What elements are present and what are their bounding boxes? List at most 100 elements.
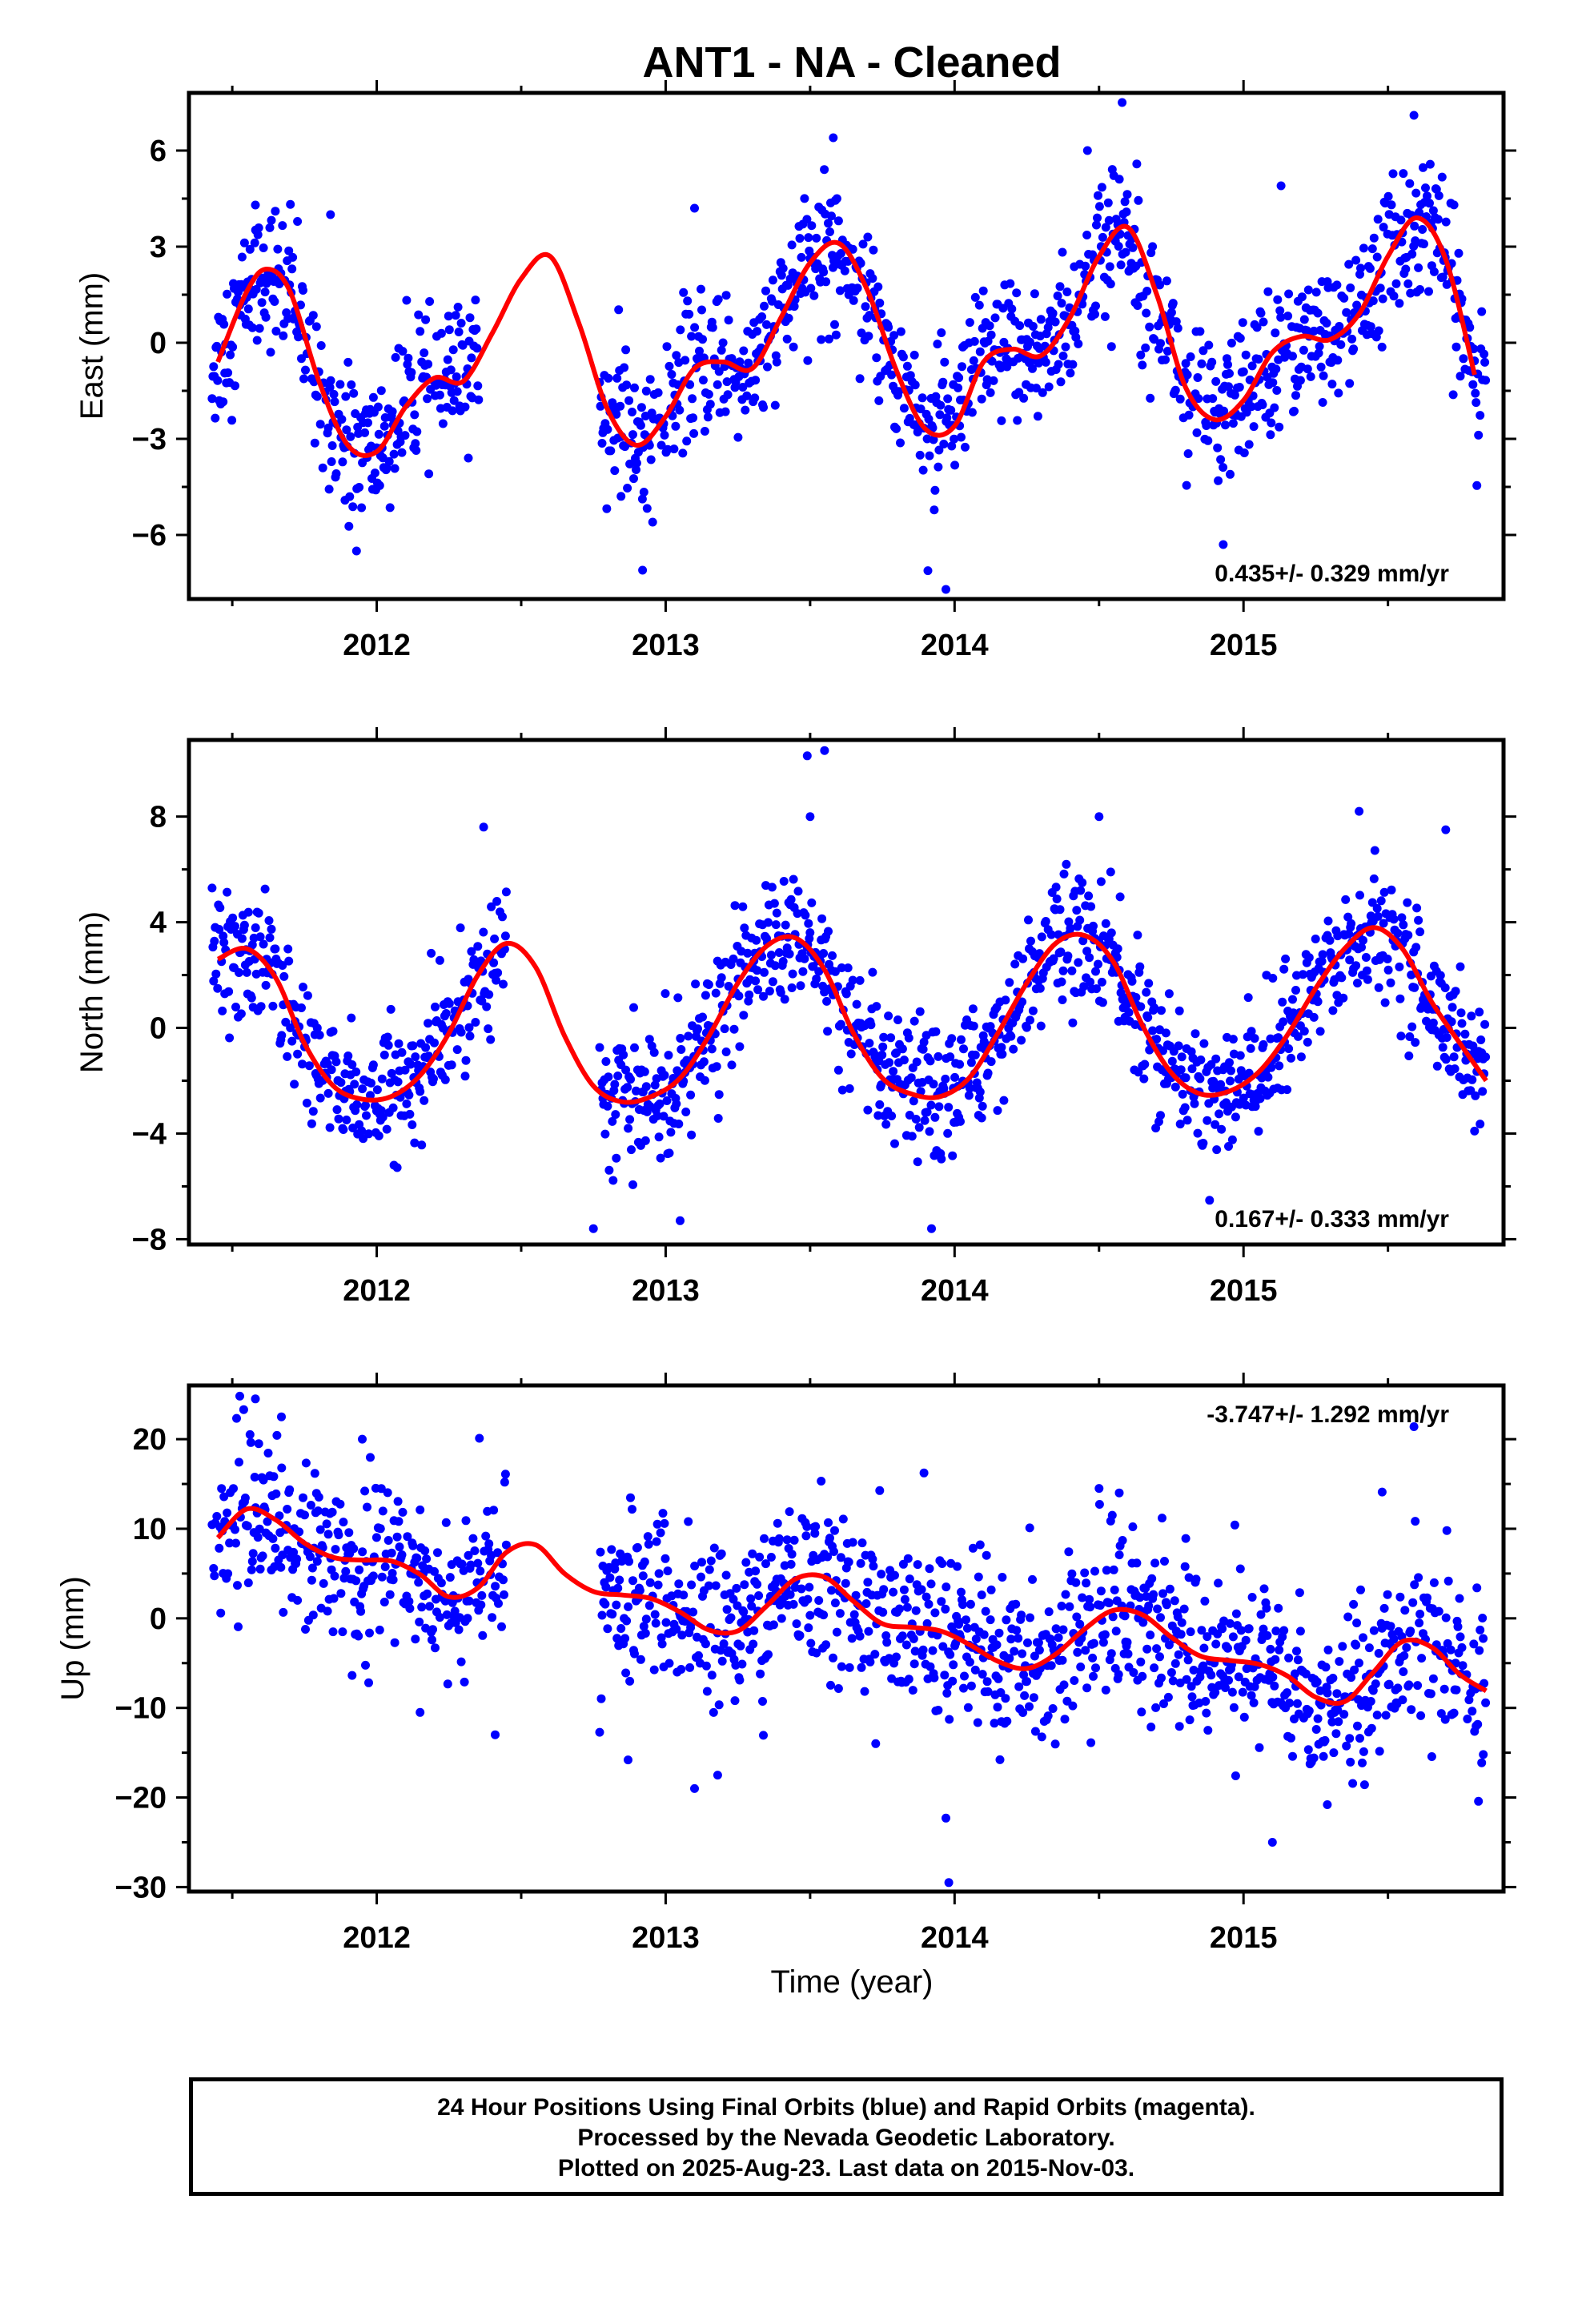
data-point bbox=[827, 211, 836, 221]
data-point bbox=[858, 239, 868, 249]
data-point bbox=[1221, 1683, 1230, 1692]
data-point bbox=[868, 274, 877, 283]
data-point bbox=[1467, 1011, 1476, 1021]
data-point bbox=[402, 296, 412, 305]
data-point bbox=[1174, 1722, 1184, 1731]
data-point bbox=[904, 1033, 913, 1043]
data-point bbox=[1181, 359, 1191, 368]
data-point bbox=[335, 1499, 345, 1509]
data-point bbox=[1410, 221, 1419, 231]
data-point bbox=[416, 327, 425, 336]
data-point bbox=[916, 404, 926, 414]
data-point bbox=[837, 963, 846, 972]
data-point bbox=[1142, 308, 1151, 318]
data-point bbox=[1312, 1677, 1322, 1687]
data-point bbox=[855, 1631, 865, 1641]
data-point bbox=[489, 1506, 499, 1515]
data-point bbox=[443, 355, 452, 364]
data-point bbox=[895, 1604, 904, 1614]
data-point bbox=[735, 1042, 745, 1051]
data-point bbox=[1267, 1063, 1276, 1072]
data-point bbox=[621, 345, 631, 355]
data-point bbox=[1137, 1707, 1146, 1717]
data-point bbox=[1468, 1041, 1478, 1051]
data-point bbox=[307, 1119, 316, 1128]
data-point bbox=[253, 1533, 263, 1542]
data-point bbox=[428, 1635, 436, 1645]
data-point bbox=[1138, 360, 1147, 370]
data-point bbox=[640, 1557, 649, 1566]
data-point bbox=[421, 315, 431, 324]
data-point bbox=[1408, 1598, 1418, 1607]
data-point bbox=[1338, 1642, 1347, 1651]
data-point bbox=[375, 480, 384, 490]
data-point bbox=[374, 1131, 383, 1140]
data-point bbox=[1434, 1606, 1443, 1616]
data-point bbox=[1146, 393, 1155, 403]
data-point bbox=[1176, 1630, 1186, 1639]
data-point bbox=[872, 353, 881, 363]
data-point bbox=[1299, 345, 1308, 355]
data-point bbox=[905, 1111, 914, 1120]
data-point bbox=[1342, 308, 1351, 317]
y-tick-label: 6 bbox=[150, 135, 167, 168]
data-point bbox=[825, 1534, 834, 1543]
data-point bbox=[1480, 357, 1490, 367]
data-point bbox=[899, 1055, 909, 1065]
data-point bbox=[707, 1671, 717, 1680]
data-point bbox=[1203, 436, 1213, 445]
y-axis-label: Up (mm) bbox=[55, 1576, 90, 1701]
data-point bbox=[1174, 1650, 1183, 1659]
data-point bbox=[219, 938, 229, 947]
data-point bbox=[682, 436, 692, 446]
data-point bbox=[460, 1677, 469, 1687]
data-point bbox=[1239, 367, 1248, 376]
data-point bbox=[773, 1518, 782, 1528]
data-point bbox=[637, 494, 647, 504]
data-point bbox=[1249, 422, 1259, 432]
data-point bbox=[1181, 1534, 1191, 1543]
data-point bbox=[207, 394, 217, 404]
data-point bbox=[365, 1628, 374, 1638]
data-point bbox=[824, 219, 833, 228]
data-point bbox=[499, 1575, 508, 1585]
data-point bbox=[1255, 1743, 1264, 1752]
data-point bbox=[1386, 1622, 1395, 1631]
data-point bbox=[967, 408, 977, 417]
data-point bbox=[1279, 1626, 1289, 1635]
data-point bbox=[267, 215, 276, 225]
data-point bbox=[417, 1140, 427, 1150]
data-point bbox=[1041, 357, 1050, 367]
data-point bbox=[329, 1594, 339, 1603]
data-point bbox=[801, 911, 810, 920]
x-tick-label: 2012 bbox=[343, 1921, 411, 1955]
data-point bbox=[914, 1123, 924, 1132]
data-point bbox=[319, 1578, 328, 1588]
data-point bbox=[667, 370, 677, 379]
data-point bbox=[657, 1639, 667, 1649]
data-point bbox=[1476, 1035, 1486, 1044]
data-point bbox=[645, 375, 655, 384]
data-point bbox=[395, 1542, 404, 1552]
data-point bbox=[983, 1068, 993, 1078]
data-point bbox=[376, 1484, 386, 1494]
data-point bbox=[1103, 198, 1113, 207]
data-point bbox=[841, 1578, 850, 1588]
data-point bbox=[1441, 1055, 1451, 1064]
data-point bbox=[351, 1576, 361, 1586]
data-point bbox=[977, 1113, 986, 1123]
data-point bbox=[1303, 1037, 1312, 1047]
y-axis-label: North (mm) bbox=[74, 911, 110, 1073]
data-point bbox=[809, 291, 819, 300]
data-point bbox=[315, 1031, 324, 1039]
data-point bbox=[259, 243, 268, 252]
data-point bbox=[1092, 220, 1101, 230]
data-point bbox=[332, 1105, 342, 1115]
data-point bbox=[1150, 335, 1159, 344]
data-point bbox=[1211, 1639, 1221, 1649]
data-point bbox=[387, 1548, 396, 1558]
data-point bbox=[1010, 1647, 1019, 1656]
data-point bbox=[360, 428, 370, 437]
data-point bbox=[1116, 260, 1126, 270]
data-point bbox=[1476, 1120, 1485, 1129]
